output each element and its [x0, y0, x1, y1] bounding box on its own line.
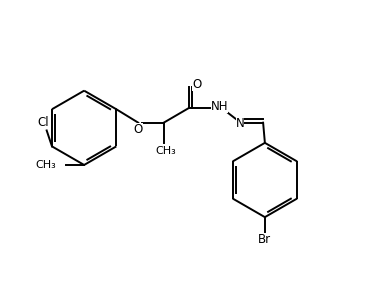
- Text: Cl: Cl: [37, 116, 49, 129]
- Text: O: O: [133, 123, 143, 136]
- Text: NH: NH: [210, 100, 228, 113]
- Text: N: N: [236, 117, 245, 130]
- Text: CH₃: CH₃: [36, 160, 57, 170]
- Text: Br: Br: [258, 233, 271, 246]
- Text: CH₃: CH₃: [155, 146, 176, 156]
- Text: O: O: [192, 78, 202, 91]
